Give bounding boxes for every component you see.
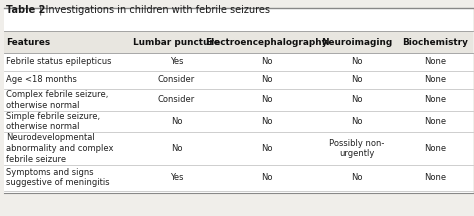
Text: Age <18 months: Age <18 months [6,75,77,84]
Text: No: No [261,144,273,153]
Text: No: No [261,57,273,66]
Text: Complex febrile seizure,
otherwise normal: Complex febrile seizure, otherwise norma… [6,90,108,110]
Text: No: No [351,75,363,84]
Text: Electroencephalography: Electroencephalography [205,38,328,47]
Bar [4,8,473,193]
Text: No: No [261,117,273,126]
Text: Lumbar puncture: Lumbar puncture [133,38,220,47]
Text: No: No [261,173,273,182]
Text: No: No [351,57,363,66]
Text: No: No [261,95,273,104]
Text: Neurodevelopmental
abnormality and complex
febrile seizure: Neurodevelopmental abnormality and compl… [6,133,113,164]
Text: No: No [261,75,273,84]
Text: None: None [424,75,446,84]
Text: Features: Features [6,38,50,47]
Text: None: None [424,117,446,126]
Text: None: None [424,95,446,104]
Text: Consider: Consider [158,95,195,104]
Text: Symptoms and signs
suggestive of meningitis: Symptoms and signs suggestive of meningi… [6,168,109,187]
Text: No: No [171,144,182,153]
Text: Biochemistry: Biochemistry [402,38,468,47]
Text: Consider: Consider [158,75,195,84]
Text: No: No [351,95,363,104]
Text: Neuroimaging: Neuroimaging [321,38,392,47]
Text: Febrile status epilepticus: Febrile status epilepticus [6,57,111,66]
Text: No: No [351,173,363,182]
Bar [4,31,473,53]
Text: Yes: Yes [170,173,183,182]
Text: No: No [351,117,363,126]
Text: | Investigations in children with febrile seizures: | Investigations in children with febril… [36,5,270,15]
Text: Table 2: Table 2 [6,5,46,15]
Text: Simple febrile seizure,
otherwise normal: Simple febrile seizure, otherwise normal [6,111,100,131]
Text: Possibly non-
urgently: Possibly non- urgently [329,138,384,158]
Text: No: No [171,117,182,126]
Text: None: None [424,57,446,66]
Text: None: None [424,173,446,182]
Text: Yes: Yes [170,57,183,66]
Text: None: None [424,144,446,153]
